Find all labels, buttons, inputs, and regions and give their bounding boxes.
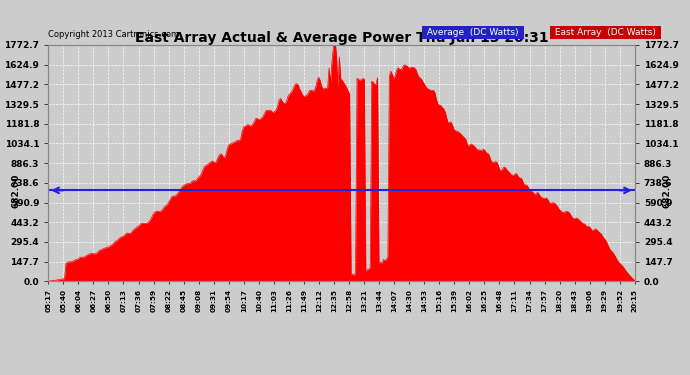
Title: East Array Actual & Average Power Thu Jun 13 20:31: East Array Actual & Average Power Thu Ju… bbox=[135, 31, 549, 45]
Text: 682.00: 682.00 bbox=[12, 173, 21, 207]
Text: Average  (DC Watts): Average (DC Watts) bbox=[424, 28, 522, 37]
Text: East Array  (DC Watts): East Array (DC Watts) bbox=[552, 28, 659, 37]
Text: Copyright 2013 Cartronics.com: Copyright 2013 Cartronics.com bbox=[48, 30, 179, 39]
Text: 682.00: 682.00 bbox=[662, 173, 671, 207]
